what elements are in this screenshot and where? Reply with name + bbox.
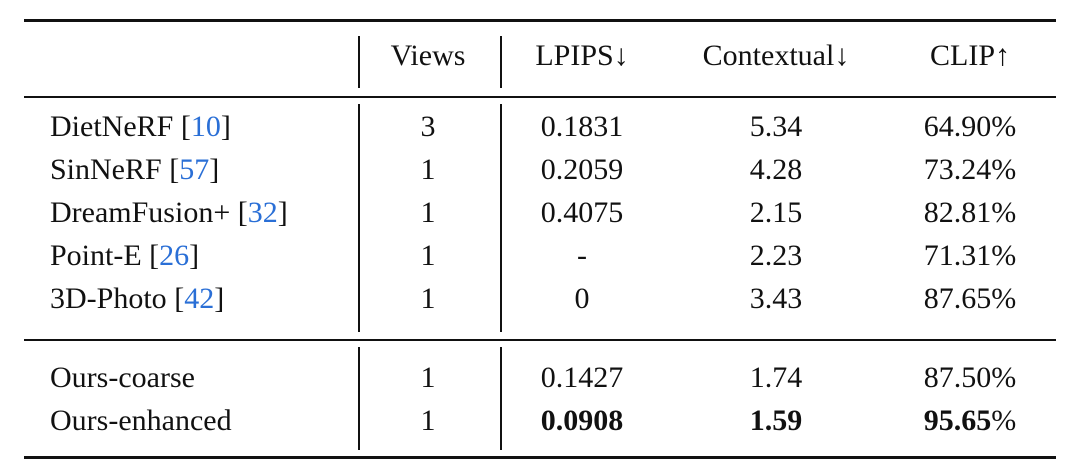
cite-bracket: ] xyxy=(220,110,231,143)
clip-value: 87.50 xyxy=(923,361,992,394)
views-cell: 1 xyxy=(420,282,436,315)
clip-unit: % xyxy=(991,282,1017,315)
method-name: 3D-Photo xyxy=(50,282,167,315)
clip-value: 87.65 xyxy=(923,282,992,315)
column-divider xyxy=(500,36,502,88)
cite-bracket: [ xyxy=(169,153,180,186)
cite-bracket: [ xyxy=(180,110,191,143)
method-cell: DreamFusion+ [32] xyxy=(50,195,288,231)
header-rule xyxy=(24,96,1056,98)
views-cell: 3 xyxy=(420,110,436,143)
contextual-cell: 2.23 xyxy=(749,239,803,272)
clip-cell: 95.65% xyxy=(924,403,1017,439)
column-divider xyxy=(358,36,360,88)
clip-cell: 73.24% xyxy=(924,152,1017,188)
column-divider xyxy=(500,104,502,332)
clip-unit: % xyxy=(991,361,1017,394)
header-cell: Contextual↓ xyxy=(702,39,850,72)
clip-value: 64.90 xyxy=(923,110,992,143)
cite-bracket: [ xyxy=(149,239,160,272)
header-cell: Views xyxy=(390,39,466,72)
method-name: DreamFusion+ xyxy=(50,196,231,229)
column-divider xyxy=(358,104,360,332)
method-name: Point-E xyxy=(50,239,142,272)
method-cell: DietNeRF [10] xyxy=(50,109,231,145)
lpips-cell: 0.4075 xyxy=(540,196,624,229)
views-cell: 1 xyxy=(420,239,436,272)
method-name: Ours-coarse xyxy=(50,361,195,394)
views-cell: 1 xyxy=(420,404,436,437)
clip-cell: 64.90% xyxy=(924,109,1017,145)
bottom-rule xyxy=(24,456,1056,459)
method-cell: SinNeRF [57] xyxy=(50,152,219,188)
method-cell: 3D-Photo [42] xyxy=(50,281,224,317)
citation[interactable]: 10 xyxy=(190,110,221,143)
column-divider xyxy=(500,347,502,450)
method-name: DietNeRF xyxy=(50,110,174,143)
citation[interactable]: 26 xyxy=(159,239,190,272)
citation[interactable]: 42 xyxy=(184,282,215,315)
method-cell: Ours-enhanced xyxy=(50,403,232,439)
citation[interactable]: 57 xyxy=(179,153,210,186)
lpips-cell: 0.0908 xyxy=(540,404,624,437)
lpips-cell: - xyxy=(577,239,587,272)
views-cell: 1 xyxy=(420,196,436,229)
clip-cell: 82.81% xyxy=(924,195,1017,231)
clip-unit: % xyxy=(991,153,1017,186)
clip-value: 95.65 xyxy=(923,404,992,437)
citation[interactable]: 32 xyxy=(247,196,278,229)
lpips-cell: 0.1831 xyxy=(540,110,624,143)
header-cell: LPIPS↓ xyxy=(535,39,629,72)
method-cell: Ours-coarse xyxy=(50,360,195,396)
header-cell: CLIP↑ xyxy=(929,39,1011,72)
top-rule xyxy=(24,19,1056,22)
clip-unit: % xyxy=(991,110,1017,143)
method-cell: Point-E [26] xyxy=(50,238,199,274)
clip-cell: 71.31% xyxy=(924,238,1017,274)
clip-unit: % xyxy=(991,239,1017,272)
cite-bracket: ] xyxy=(277,196,288,229)
cite-bracket: ] xyxy=(214,282,225,315)
contextual-cell: 3.43 xyxy=(749,282,803,315)
contextual-cell: 1.74 xyxy=(749,361,803,394)
lpips-cell: 0.1427 xyxy=(540,361,624,394)
lpips-cell: 0.2059 xyxy=(540,153,624,186)
clip-value: 82.81 xyxy=(923,196,992,229)
cite-bracket: ] xyxy=(189,239,200,272)
views-cell: 1 xyxy=(420,361,436,394)
cite-bracket: [ xyxy=(174,282,185,315)
lpips-cell: 0 xyxy=(574,282,590,315)
column-divider xyxy=(358,347,360,450)
clip-value: 71.31 xyxy=(923,239,992,272)
clip-cell: 87.65% xyxy=(924,281,1017,317)
cite-bracket: [ xyxy=(237,196,248,229)
contextual-cell: 1.59 xyxy=(749,404,803,437)
method-name: SinNeRF xyxy=(50,153,162,186)
clip-cell: 87.50% xyxy=(924,360,1017,396)
clip-unit: % xyxy=(991,196,1017,229)
method-name: Ours-enhanced xyxy=(50,404,232,437)
contextual-cell: 4.28 xyxy=(749,153,803,186)
cite-bracket: ] xyxy=(209,153,220,186)
group-rule xyxy=(24,339,1056,341)
contextual-cell: 5.34 xyxy=(749,110,803,143)
clip-unit: % xyxy=(991,404,1017,437)
contextual-cell: 2.15 xyxy=(749,196,803,229)
clip-value: 73.24 xyxy=(923,153,992,186)
views-cell: 1 xyxy=(420,153,436,186)
